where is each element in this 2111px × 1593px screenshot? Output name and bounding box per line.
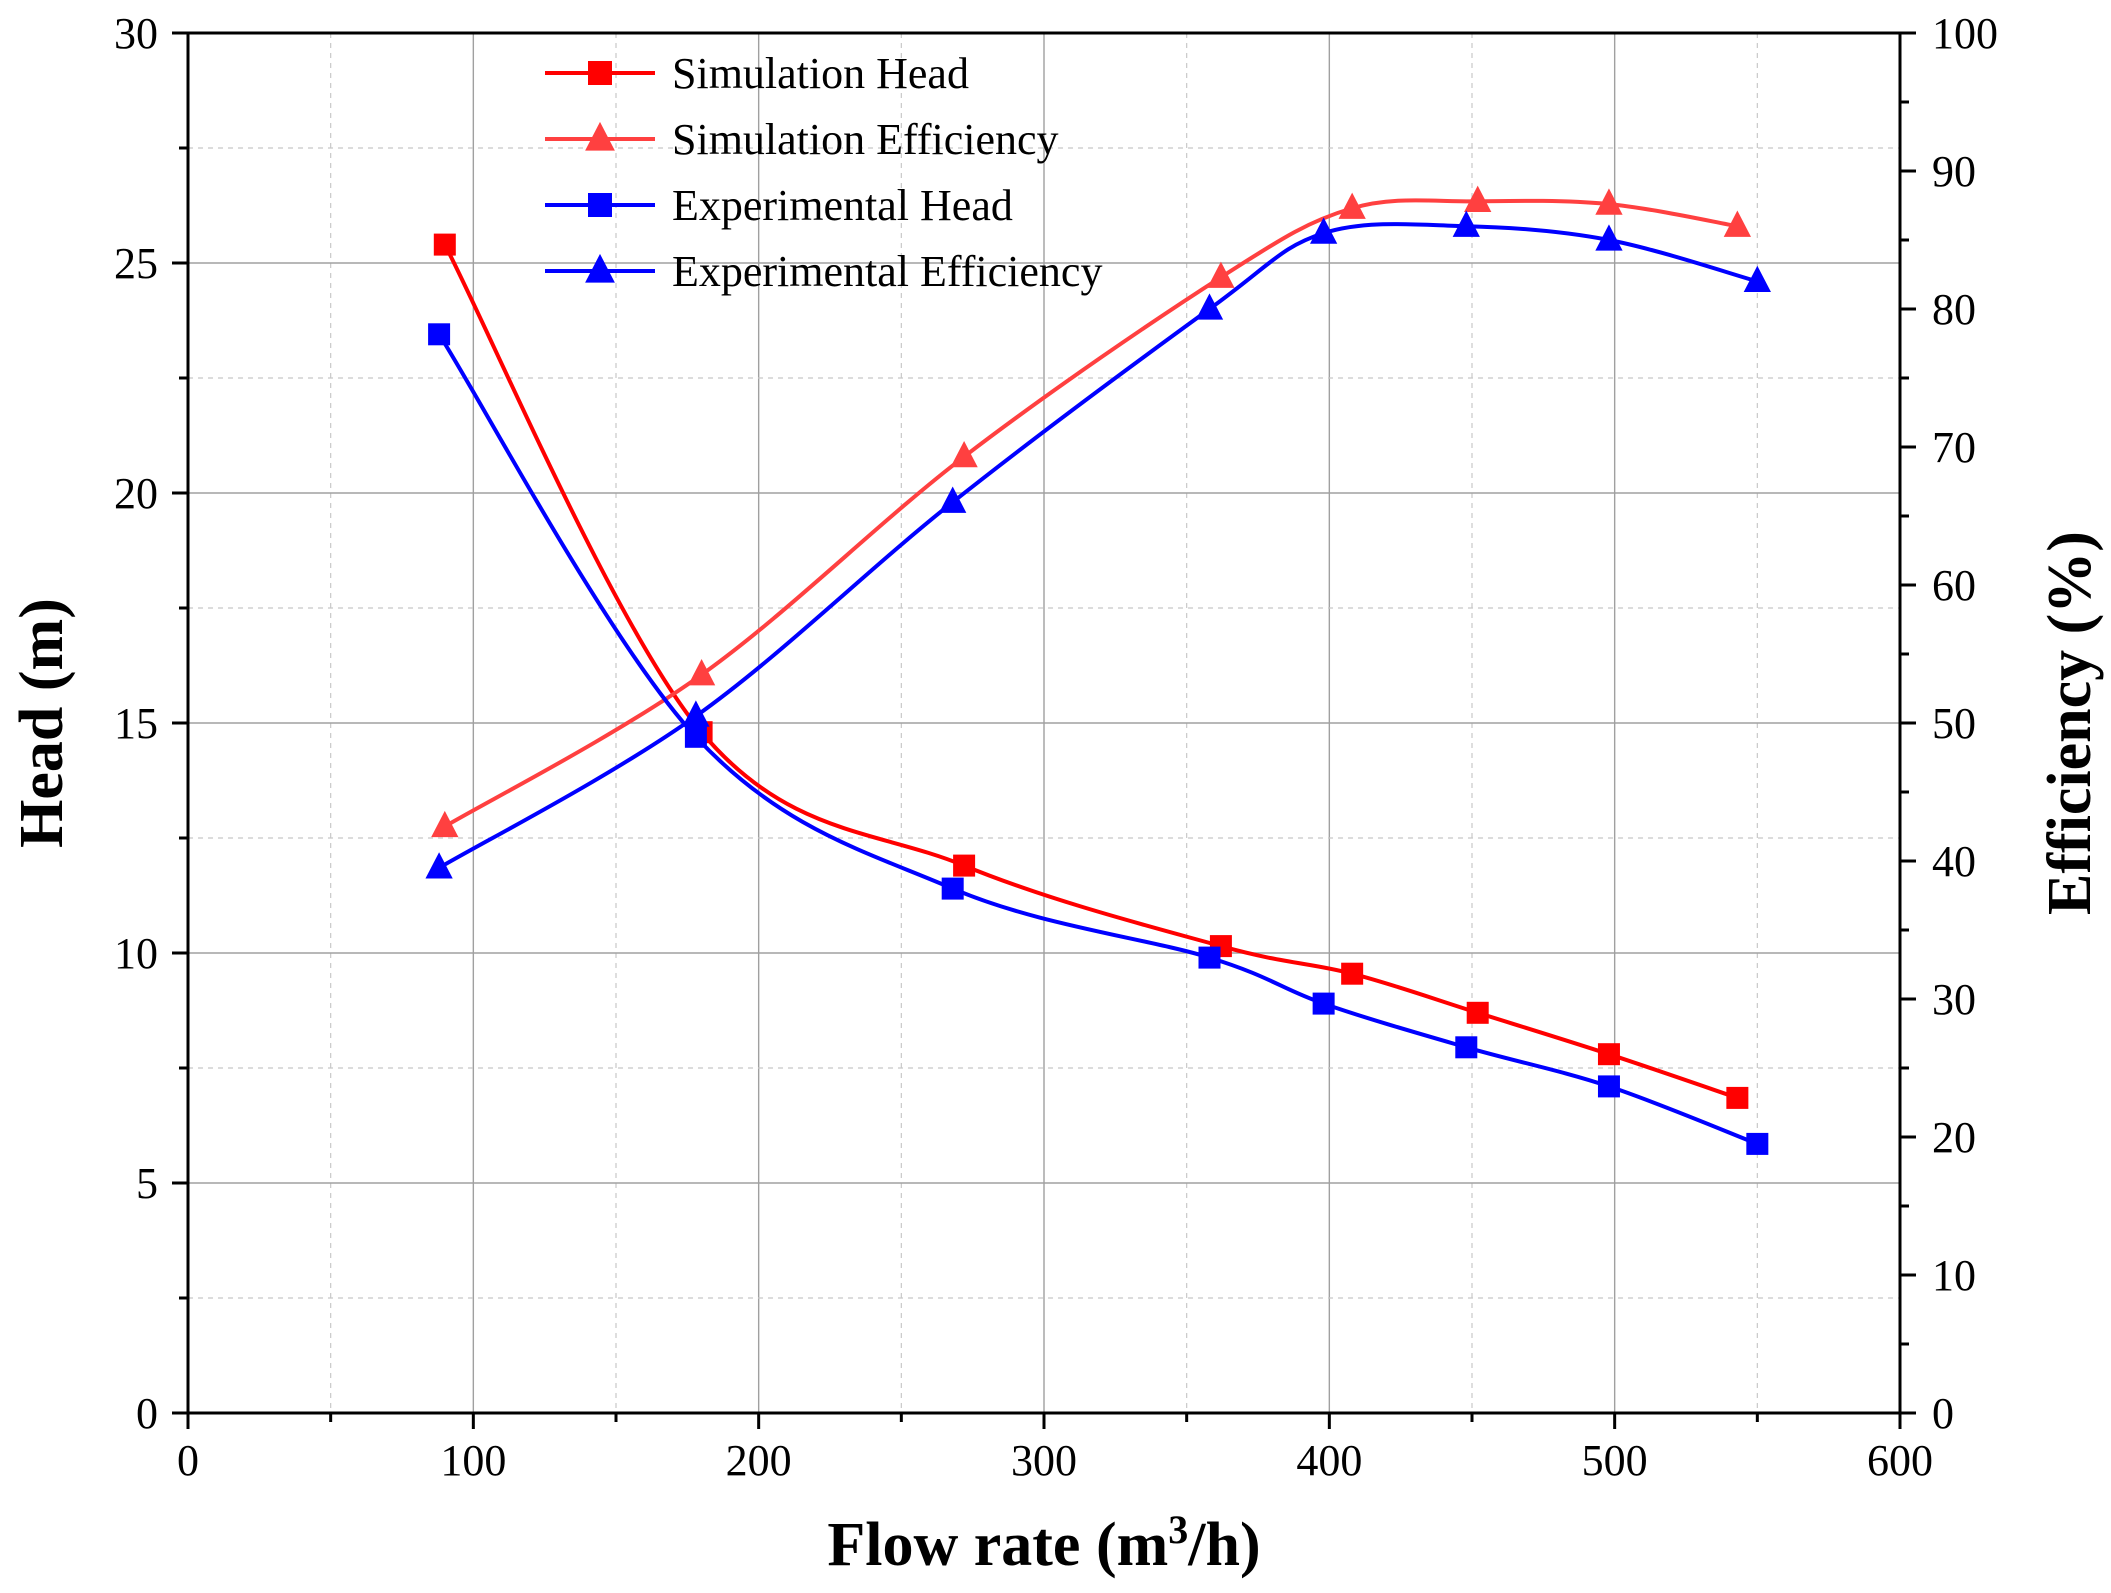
data-point-triangle <box>1338 192 1366 219</box>
series-simulation-efficiency <box>431 185 1751 838</box>
y2-tick-label: 40 <box>1932 837 1976 886</box>
y-tick-label: 20 <box>114 469 158 518</box>
data-point-triangle <box>1723 210 1751 237</box>
legend-label: Experimental Head <box>672 181 1013 230</box>
data-point-square <box>1198 946 1221 969</box>
y2-tick-label: 30 <box>1932 975 1976 1024</box>
y-tick-label: 25 <box>114 239 158 288</box>
y2-tick-label: 60 <box>1932 561 1976 610</box>
x-tick-label: 0 <box>177 1436 199 1485</box>
x-tick-label: 600 <box>1867 1436 1933 1485</box>
legend-marker-triangle <box>585 253 615 283</box>
y-tick-label: 30 <box>114 9 158 58</box>
data-point-triangle <box>425 852 453 879</box>
data-point-triangle <box>1195 293 1224 320</box>
legend-item: Experimental Head <box>545 181 1013 230</box>
x-axis-title: Flow rate (m3/h) <box>827 1507 1260 1580</box>
data-point-square <box>1726 1086 1749 1109</box>
data-point-triangle <box>687 659 716 686</box>
legend-item: Simulation Efficiency <box>545 115 1059 164</box>
data-point-square <box>433 233 456 256</box>
data-point-square <box>1597 1043 1620 1066</box>
x-tick-label: 400 <box>1296 1436 1362 1485</box>
y2-tick-label: 10 <box>1932 1251 1976 1300</box>
y2-axis-title: Efficiency (%) <box>2036 531 2104 915</box>
legend-label: Simulation Head <box>672 49 969 98</box>
data-point-triangle <box>950 440 978 468</box>
legend: Simulation Head Simulation Efficiency Expe… <box>545 49 1102 296</box>
data-point-square <box>1312 992 1335 1015</box>
series-line <box>437 333 1759 1146</box>
data-point-square <box>684 725 707 748</box>
y2-tick-label: 20 <box>1932 1113 1976 1162</box>
y2-tick-label: 90 <box>1932 147 1976 196</box>
y2-tick-label: 0 <box>1932 1389 1954 1438</box>
data-point-triangle <box>939 486 967 513</box>
series-experimental-efficiency <box>425 210 1771 879</box>
y-tick-label: 15 <box>114 699 158 748</box>
legend-item: Simulation Head <box>545 49 969 98</box>
data-point-triangle <box>431 810 459 838</box>
y2-tick-label: 70 <box>1932 423 1976 472</box>
data-point-triangle <box>1452 210 1480 237</box>
data-point-square <box>1455 1036 1478 1059</box>
data-point-triangle <box>1595 224 1623 251</box>
x-tick-label: 300 <box>1011 1436 1077 1485</box>
data-point-square <box>1746 1132 1769 1155</box>
series-experimental-head <box>428 323 1769 1155</box>
legend-label: Experimental Efficiency <box>672 247 1102 296</box>
y2-tick-label: 80 <box>1932 285 1976 334</box>
data-point-square <box>1597 1075 1620 1098</box>
y-tick-label: 5 <box>136 1159 158 1208</box>
x-tick-label: 200 <box>726 1436 792 1485</box>
series-line <box>438 222 1758 870</box>
legend-label: Simulation Efficiency <box>672 115 1059 164</box>
axis-ticks: 0 100 200 300 400 500 600051015202530010203040… <box>114 9 1998 1485</box>
grid <box>188 33 1900 1413</box>
data-point-triangle <box>682 700 710 727</box>
data-point-square <box>1341 962 1364 985</box>
series-layer <box>425 185 1771 1155</box>
legend-item: Experimental Efficiency <box>545 247 1102 296</box>
plot-frame <box>186 31 1902 1415</box>
data-point-triangle <box>1464 185 1492 212</box>
data-point-triangle <box>1309 217 1338 244</box>
data-point-triangle <box>1595 188 1623 215</box>
y2-tick-label: 50 <box>1932 699 1976 748</box>
x-tick-label: 100 <box>440 1436 506 1485</box>
data-point-square <box>941 877 964 900</box>
series-line <box>443 243 1739 1100</box>
legend-marker-square <box>588 61 612 85</box>
data-point-square <box>953 854 976 877</box>
y-axis-title: Head (m) <box>8 598 76 848</box>
data-point-square <box>1466 1001 1489 1024</box>
y-tick-label: 10 <box>114 929 158 978</box>
x-tick-label: 500 <box>1582 1436 1648 1485</box>
data-point-triangle <box>1207 261 1235 288</box>
legend-marker-square <box>588 193 612 217</box>
y2-tick-label: 100 <box>1932 9 1998 58</box>
data-point-square <box>428 323 451 346</box>
data-point-triangle <box>1743 265 1771 293</box>
y-tick-label: 0 <box>136 1389 158 1438</box>
legend-marker-triangle <box>585 121 615 151</box>
